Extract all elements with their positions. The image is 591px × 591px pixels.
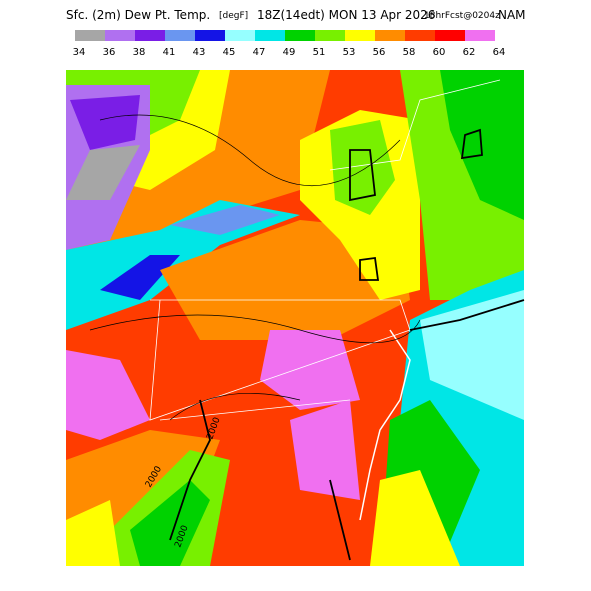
contour-thin [89,114,421,421]
contour-bold [169,128,525,561]
colorbar-swatch [165,30,195,41]
colorbar-label: 38 [133,47,146,58]
colorbar-label: 53 [343,47,356,58]
colorbar-swatch [465,30,495,41]
field-purple [70,95,140,150]
field-gray [66,145,140,200]
colorbar-label: 62 [463,47,476,58]
lake-blue [100,255,180,300]
colorbar-swatch [285,30,315,41]
colorbar-label: 51 [313,47,326,58]
colorbar-label: 43 [193,47,206,58]
colorbar: 34 36 38 41 43 45 47 49 51 53 56 58 60 62 64 [73,30,506,58]
colorbar-label: 36 [103,47,116,58]
colorbar-swatch [375,30,405,41]
field-lime-ne [330,120,395,215]
colorbar-swatch [435,30,465,41]
colorbar-label: 56 [373,47,386,58]
coastline [359,329,411,521]
colorbar-label: 45 [223,47,236,58]
colorbar-label: 64 [493,47,506,58]
header: Sfc. (2m) Dew Pt. Temp. [degF] 18Z(14edt… [66,8,526,22]
field-title: Sfc. (2m) Dew Pt. Temp. [66,8,210,22]
colorbar-swatch [195,30,225,41]
field-pink-center [260,330,360,410]
field-pink-south [290,400,360,500]
colorbar-swatch [105,30,135,41]
map: 2000 2000 2000 [66,70,525,566]
colorbar-swatch [135,30,165,41]
field-yellow-sw [66,500,120,566]
model-name: NAM [498,8,526,22]
colorbar-swatch [225,30,255,41]
colorbar-label: 41 [163,47,176,58]
colorbar-label: 49 [283,47,296,58]
colorbar-label: 58 [403,47,416,58]
units: [degF] [219,11,248,21]
colorbar-label: 47 [253,47,266,58]
colorbar-swatch [75,30,105,41]
colorbar-swatch [315,30,345,41]
field-pink-west [66,350,150,440]
colorbar-swatch [345,30,375,41]
valid-time: 18Z(14edt) MON 13 Apr 2026 [257,8,435,22]
lake-lightblue [170,205,280,235]
forecast-hour: 18hrFcst@0204z [424,11,500,21]
field-green-sw [130,480,210,566]
colorbar-swatch [255,30,285,41]
colorbar-label: 34 [73,47,86,58]
colorbar-label: 60 [433,47,446,58]
ocean-yellow [370,470,460,566]
colorbar-swatch [405,30,435,41]
